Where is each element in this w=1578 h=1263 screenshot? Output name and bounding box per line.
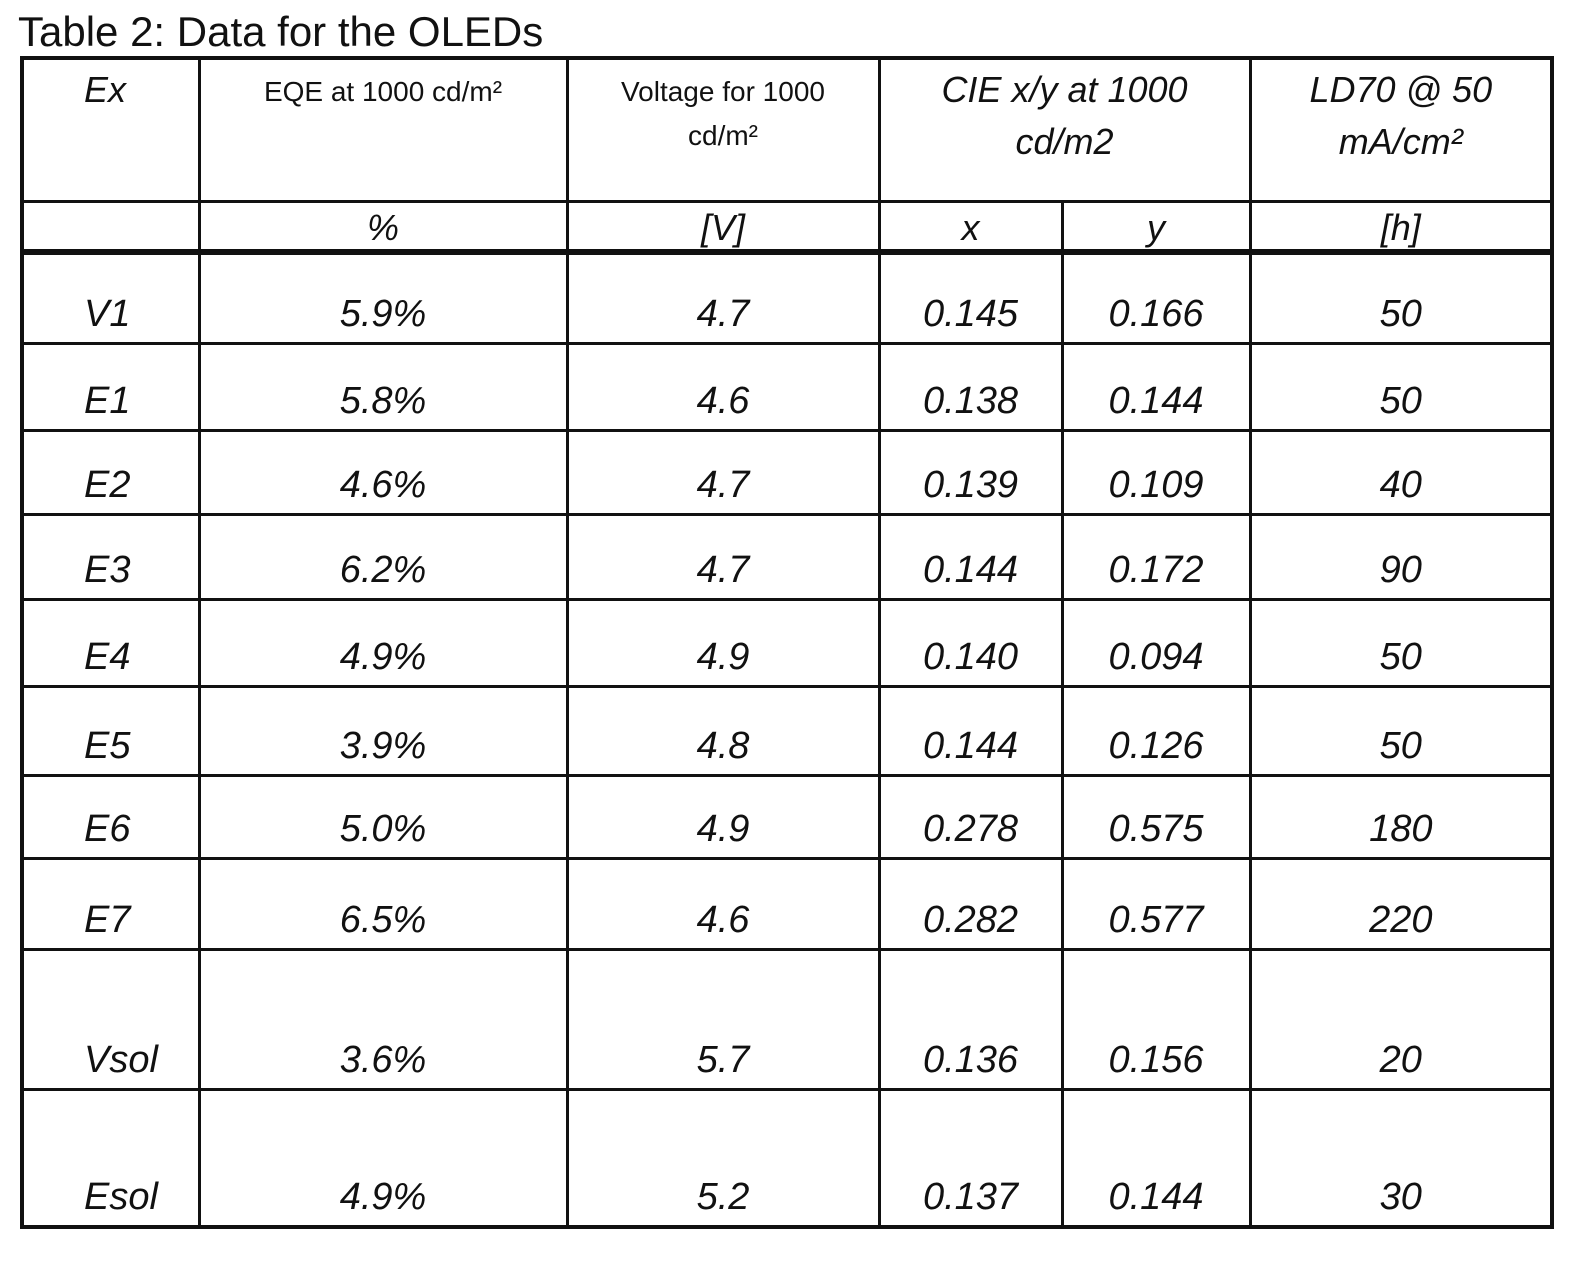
example-cell: E1 — [22, 344, 199, 431]
example-cell: E6 — [22, 776, 199, 859]
example-cell: Vsol — [22, 950, 199, 1090]
value-cell: 0.144 — [879, 687, 1062, 776]
value-cell: 5.2 — [567, 1090, 879, 1228]
value-cell: 4.6% — [199, 431, 567, 515]
example-cell: E4 — [22, 600, 199, 687]
value-cell: 20 — [1250, 950, 1552, 1090]
value-cell: 50 — [1250, 687, 1552, 776]
unit-row: % [V] x y [h] — [22, 202, 1552, 253]
value-cell: 4.7 — [567, 515, 879, 600]
unit-cell: x — [879, 202, 1062, 253]
value-cell: 0.172 — [1062, 515, 1250, 600]
header-cell: CIE x/y at 1000 cd/m2 — [879, 58, 1250, 202]
value-cell: 4.8 — [567, 687, 879, 776]
header-cell: Ex — [22, 58, 199, 202]
value-cell: 220 — [1250, 859, 1552, 950]
unit-cell: [h] — [1250, 202, 1552, 253]
example-cell: V1 — [22, 252, 199, 344]
value-cell: 4.9% — [199, 600, 567, 687]
header-cell: EQE at 1000 cd/m² — [199, 58, 567, 202]
unit-cell: y — [1062, 202, 1250, 253]
unit-cell — [22, 202, 199, 253]
data-row: E44.9%4.90.1400.09450 — [22, 600, 1552, 687]
example-cell: Esol — [22, 1090, 199, 1228]
value-cell: 5.9% — [199, 252, 567, 344]
unit-cell: % — [199, 202, 567, 253]
value-cell: 5.7 — [567, 950, 879, 1090]
value-cell: 0.145 — [879, 252, 1062, 344]
header-row: Ex EQE at 1000 cd/m² Voltage for 1000 cd… — [22, 58, 1552, 202]
value-cell: 0.140 — [879, 600, 1062, 687]
value-cell: 5.8% — [199, 344, 567, 431]
value-cell: 4.9 — [567, 776, 879, 859]
value-cell: 4.9% — [199, 1090, 567, 1228]
value-cell: 6.5% — [199, 859, 567, 950]
value-cell: 0.166 — [1062, 252, 1250, 344]
value-cell: 0.156 — [1062, 950, 1250, 1090]
example-cell: E5 — [22, 687, 199, 776]
value-cell: 0.144 — [1062, 1090, 1250, 1228]
value-cell: 0.138 — [879, 344, 1062, 431]
data-row: E53.9%4.80.1440.12650 — [22, 687, 1552, 776]
value-cell: 0.109 — [1062, 431, 1250, 515]
value-cell: 5.0% — [199, 776, 567, 859]
value-cell: 180 — [1250, 776, 1552, 859]
value-cell: 4.6 — [567, 344, 879, 431]
value-cell: 0.575 — [1062, 776, 1250, 859]
table-title: Table 2: Data for the OLEDs — [18, 8, 543, 56]
value-cell: 0.136 — [879, 950, 1062, 1090]
value-cell: 4.6 — [567, 859, 879, 950]
value-cell: 0.577 — [1062, 859, 1250, 950]
value-cell: 3.6% — [199, 950, 567, 1090]
unit-cell: [V] — [567, 202, 879, 253]
header-cell: Voltage for 1000 cd/m² — [567, 58, 879, 202]
data-row: Esol4.9%5.20.1370.14430 — [22, 1090, 1552, 1228]
value-cell: 0.282 — [879, 859, 1062, 950]
data-table: Ex EQE at 1000 cd/m² Voltage for 1000 cd… — [20, 56, 1554, 1229]
value-cell: 0.139 — [879, 431, 1062, 515]
value-cell: 0.144 — [1062, 344, 1250, 431]
value-cell: 0.137 — [879, 1090, 1062, 1228]
value-cell: 4.9 — [567, 600, 879, 687]
value-cell: 0.126 — [1062, 687, 1250, 776]
value-cell: 4.7 — [567, 431, 879, 515]
value-cell: 50 — [1250, 252, 1552, 344]
value-cell: 4.7 — [567, 252, 879, 344]
value-cell: 90 — [1250, 515, 1552, 600]
value-cell: 50 — [1250, 600, 1552, 687]
data-row: E65.0%4.90.2780.575180 — [22, 776, 1552, 859]
example-cell: E3 — [22, 515, 199, 600]
value-cell: 0.094 — [1062, 600, 1250, 687]
data-row: V15.9%4.70.1450.16650 — [22, 252, 1552, 344]
example-cell: E2 — [22, 431, 199, 515]
data-row: E24.6%4.70.1390.10940 — [22, 431, 1552, 515]
data-row: E76.5%4.60.2820.577220 — [22, 859, 1552, 950]
value-cell: 40 — [1250, 431, 1552, 515]
data-row: Vsol3.6%5.70.1360.15620 — [22, 950, 1552, 1090]
example-cell: E7 — [22, 859, 199, 950]
data-row: E15.8%4.60.1380.14450 — [22, 344, 1552, 431]
value-cell: 0.278 — [879, 776, 1062, 859]
value-cell: 6.2% — [199, 515, 567, 600]
value-cell: 50 — [1250, 344, 1552, 431]
table-body: Ex EQE at 1000 cd/m² Voltage for 1000 cd… — [22, 58, 1552, 1227]
value-cell: 3.9% — [199, 687, 567, 776]
data-row: E36.2%4.70.1440.17290 — [22, 515, 1552, 600]
value-cell: 0.144 — [879, 515, 1062, 600]
value-cell: 30 — [1250, 1090, 1552, 1228]
header-cell: LD70 @ 50 mA/cm² — [1250, 58, 1552, 202]
